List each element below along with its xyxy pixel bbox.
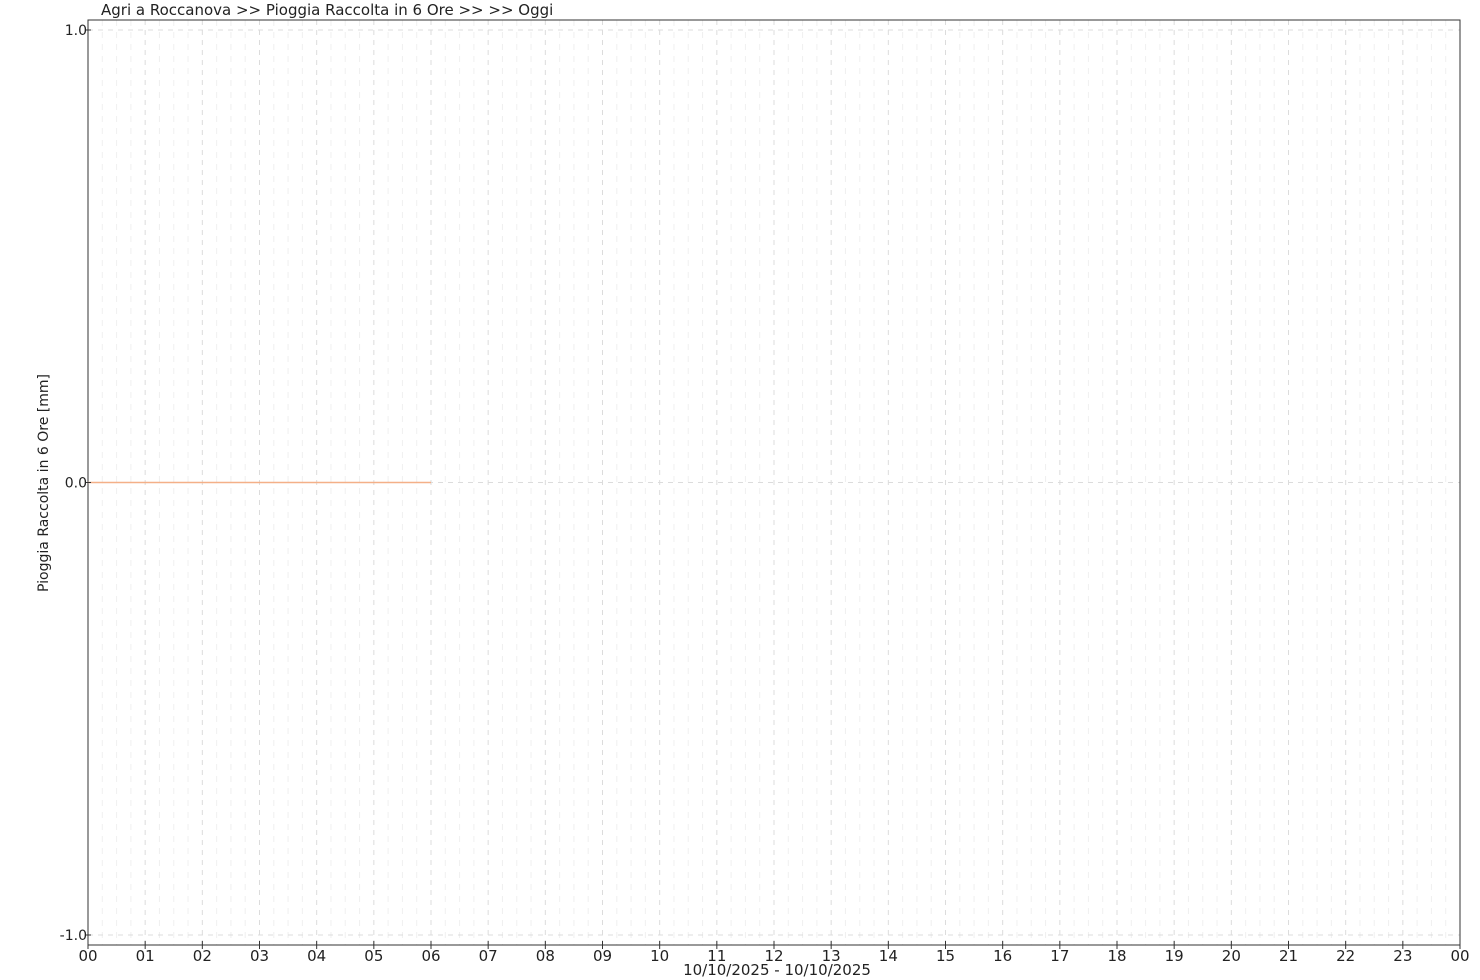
x-tick-label: 15	[936, 947, 955, 965]
data-point	[301, 481, 303, 484]
data-point	[416, 481, 418, 484]
y-tick-label: -1.0	[60, 928, 87, 944]
data-point	[330, 481, 332, 484]
x-tick-label: 07	[479, 947, 498, 965]
data-point	[216, 481, 218, 484]
x-tick-label: 20	[1222, 947, 1241, 965]
data-point	[273, 481, 275, 484]
x-tick-label: 23	[1393, 947, 1412, 965]
data-point	[244, 481, 246, 484]
data-point	[230, 481, 232, 484]
series-layer	[87, 481, 431, 484]
x-tick-label: 08	[536, 947, 555, 965]
chart-title: Agri a Roccanova >> Pioggia Raccolta in …	[101, 1, 553, 19]
x-tick-label: 10	[650, 947, 669, 965]
data-point	[158, 481, 161, 484]
x-tick-label: 03	[250, 947, 269, 965]
data-point	[115, 481, 118, 484]
x-tick-label: 21	[1279, 947, 1298, 965]
x-tick-label: 19	[1165, 947, 1184, 965]
data-point	[316, 481, 318, 484]
x-tick-label: 00	[78, 947, 97, 965]
data-point	[401, 481, 404, 484]
data-point	[101, 481, 103, 484]
data-point	[373, 481, 375, 484]
x-tick-label: 17	[1050, 947, 1069, 965]
y-axis-ticks: 1.0 0.0 -1.0	[60, 23, 91, 944]
data-point	[344, 481, 346, 484]
data-point	[201, 481, 203, 484]
data-point	[258, 481, 261, 484]
x-axis-ticks: 00 01 02 03 04 05 06 07 08 09 10 11 12 13 14 15 16 17 18 19…	[78, 941, 1470, 965]
x-tick-label: 12	[764, 947, 783, 965]
x-tick-label: 09	[593, 947, 612, 965]
x-axis-label: 10/10/2025 - 10/10/2025	[683, 961, 871, 979]
x-tick-label: 22	[1336, 947, 1355, 965]
x-tick-label: 16	[993, 947, 1012, 965]
grid	[88, 20, 1460, 945]
y-axis-label: Pioggia Raccolta in 6 Ore [mm]	[36, 374, 52, 592]
data-point	[358, 481, 361, 484]
x-tick-label: 11	[707, 947, 726, 965]
data-point	[387, 481, 389, 484]
x-tick-label: 06	[421, 947, 440, 965]
data-point	[287, 481, 289, 484]
x-tick-label: 02	[193, 947, 212, 965]
y-tick-label: 0.0	[65, 476, 87, 492]
data-point	[130, 481, 132, 484]
x-tick-label: 01	[136, 947, 155, 965]
data-point	[187, 481, 189, 484]
data-point	[173, 481, 175, 484]
x-tick-label: 13	[822, 947, 841, 965]
data-point	[144, 481, 146, 484]
x-tick-label: 04	[307, 947, 326, 965]
x-tick-label: 05	[364, 947, 383, 965]
x-tick-label: 00	[1450, 947, 1469, 965]
y-tick-label: 1.0	[65, 23, 87, 39]
x-tick-label: 14	[879, 947, 898, 965]
x-tick-label: 18	[1107, 947, 1126, 965]
